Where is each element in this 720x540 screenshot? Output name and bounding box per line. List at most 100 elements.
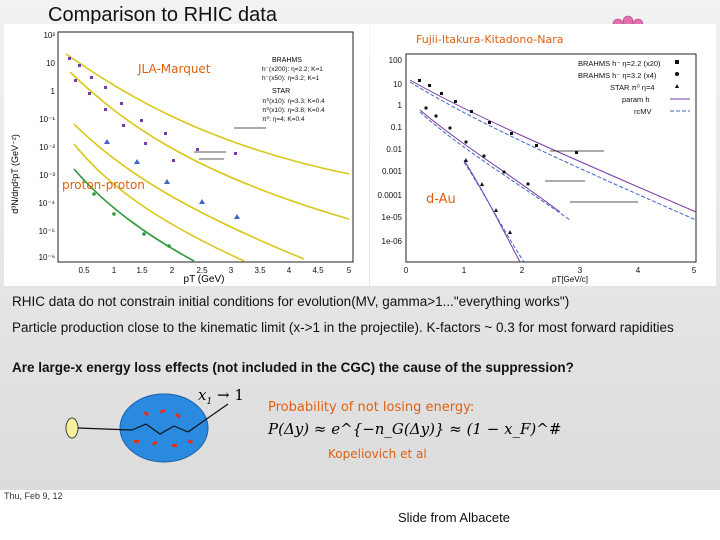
right-legend-entry: BRAHMS h⁻ η=3.2 (x4) [578,71,657,80]
left-ytick: 1 [51,87,56,96]
slide-date: Thu, Feb 9, 12 [4,491,63,501]
dau-label: d-Au [426,192,456,207]
left-curve [73,143,245,262]
left-xtick: 1 [112,266,117,275]
left-ytick: 10² [43,31,55,40]
right-ytick: 0.01 [386,145,402,154]
right-legend-entry: BRAHMS h⁻ η=2.2 (x20) [578,59,661,68]
right-marker [508,230,512,234]
fkn-label: Fujii-Itakura-Kitadono-Nara [416,33,564,46]
left-curve [65,53,350,175]
left-xlabel: pT (GeV) [184,274,225,285]
right-marker [470,110,473,113]
parton-path [77,423,189,435]
left-marker [78,64,81,67]
right-curve [409,79,697,213]
right-legend-marker [675,72,679,76]
left-marker [92,192,96,196]
right-marker [510,132,513,135]
bullet-3: Are large-x energy loss effects (not inc… [12,360,574,375]
prob-label: Probability of not losing energy: [268,400,475,415]
left-ytick: 10 [46,59,55,68]
gluon-mark [143,411,150,417]
right-marker [464,158,468,162]
right-marker [526,182,530,186]
left-marker [120,102,123,105]
left-xtick: 4.5 [312,266,324,275]
slide-credit: Slide from Albacete [398,510,511,525]
left-marker [134,159,140,164]
left-marker [142,232,146,236]
right-ytick: 0.001 [382,167,403,176]
left-ylabel: d³N/dηd²pT (GeV⁻²) [10,134,20,214]
right-ytick: 1 [398,101,403,110]
left-xtick: 2 [170,266,175,275]
gluon-mark [172,444,177,447]
gluon-mark [175,412,181,419]
jla-label: JLA-Marquet [138,62,211,76]
right-xtick: 3 [578,266,583,275]
slide: Comparison to RHIC data d³N/dηd²pT (GeV⁻… [0,0,720,490]
bullet-1: RHIC data do not constrain initial condi… [12,294,570,309]
right-xtick: 2 [520,266,525,275]
left-marker [140,119,143,122]
left-plot: d³N/dηd²pT (GeV⁻²) pT (GeV) 0.5 1 1.5 2 … [4,24,369,286]
right-xtick: 4 [636,266,641,275]
right-marker [434,114,438,118]
left-ytick: 10⁻¹ [39,115,55,124]
left-marker [144,142,147,145]
right-marker [502,170,506,174]
left-xtick: 3 [229,266,234,275]
left-ytick: 10⁻⁴ [38,199,55,208]
right-marker [454,100,457,103]
right-marker [428,84,431,87]
kop-label: Kopeliovich et al [328,447,427,461]
right-ytick: 100 [389,56,403,65]
left-marker [167,244,171,248]
right-xtick: 5 [692,266,697,275]
left-curve [69,71,350,220]
left-marker [68,57,71,60]
right-marker [535,144,538,147]
left-plot-svg: d³N/dηd²pT (GeV⁻²) pT (GeV) 0.5 1 1.5 2 … [10,31,354,285]
right-marker [440,92,443,95]
left-marker [164,132,167,135]
gluon-mark [159,409,166,414]
right-legend-entry: STAR π⁰ η=4 [610,83,655,92]
left-marker [122,124,125,127]
right-curve [419,109,561,213]
slide-title: Comparison to RHIC data [48,4,277,26]
left-ytick: 10⁻² [39,143,55,152]
left-marker [90,76,93,79]
left-marker [74,79,77,82]
gluon-mark [151,440,158,446]
right-curve [419,111,571,221]
right-marker [575,151,578,154]
formula: P(Δy) ≈ e^{−n_G(Δy)} ≈ (1 − x_F)^# [268,420,562,438]
right-curve [409,81,697,221]
left-ytick: 10⁻⁵ [39,227,55,236]
left-marker [88,92,91,95]
right-legend-entry: rcMV [634,107,652,116]
right-xtick: 0 [404,266,409,275]
right-xlabel: pT[GeV/c] [552,275,588,284]
right-marker [494,208,498,212]
left-marker [172,159,175,162]
left-marker [104,139,110,144]
nucleus-bubble-icon [119,393,209,463]
left-legend-entry: π⁰(x10): η=3.8; K=0.4 [262,106,325,114]
right-ytick: 10 [393,80,402,89]
left-xtick: 4 [287,266,292,275]
x1-label: x1 → 1 [198,386,244,407]
right-legend-entry: param h [622,95,650,104]
left-marker [199,199,205,204]
pp-label: proton-proton [62,178,145,192]
left-marker [234,152,237,155]
left-xtick: 0.5 [78,266,90,275]
left-legend-group: BRAHMS [272,57,302,64]
projectile-diagram [65,393,229,463]
left-legend-entry: π⁰: η=4; K=0.4 [262,115,305,123]
gluon-mark [187,439,194,444]
right-ytick: 0.1 [391,123,403,132]
bullet-2: Particle production close to the kinemat… [12,320,674,335]
